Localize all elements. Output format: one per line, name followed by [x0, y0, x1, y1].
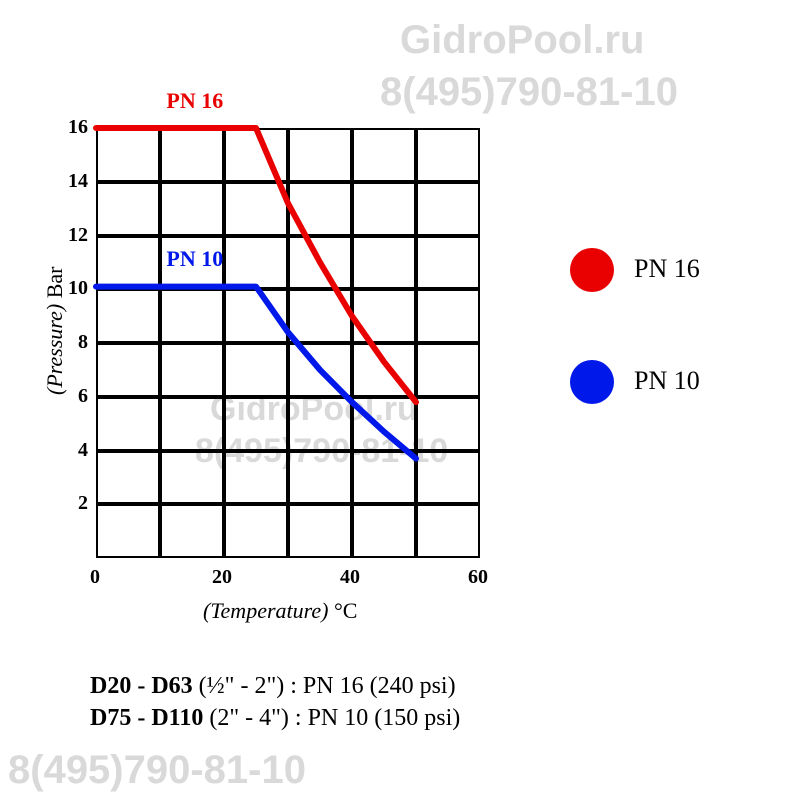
note-line: D20 - D63 (½" - 2") : PN 16 (240 psi)	[90, 670, 460, 702]
legend-label: PN 16	[634, 254, 700, 284]
x-tick-label: 60	[468, 566, 488, 589]
y-tick-label: 2	[78, 492, 88, 515]
legend-swatch	[570, 360, 614, 404]
x-tick-label: 40	[340, 566, 360, 589]
y-tick-label: 16	[68, 116, 88, 139]
y-tick-label: 12	[68, 224, 88, 247]
y-tick-label: 14	[68, 170, 88, 193]
chart-canvas: { "watermarks": { "text_brand": "GidroPo…	[0, 0, 800, 800]
series-line-pn-16	[96, 128, 416, 402]
legend-swatch	[570, 248, 614, 292]
note-line: D75 - D110 (2" - 4") : PN 10 (150 psi)	[90, 702, 460, 734]
series-annotation: PN 16	[166, 88, 223, 114]
x-tick-label: 20	[212, 566, 232, 589]
y-tick-label: 6	[78, 385, 88, 408]
series-annotation: PN 10	[166, 246, 223, 272]
notes-block: D20 - D63 (½" - 2") : PN 16 (240 psi)D75…	[90, 670, 460, 735]
x-tick-label: 0	[90, 566, 100, 589]
y-tick-label: 4	[78, 439, 88, 462]
y-tick-label: 8	[78, 331, 88, 354]
series-line-pn-10	[96, 287, 416, 459]
y-tick-label: 10	[68, 277, 88, 300]
legend-label: PN 10	[634, 366, 700, 396]
